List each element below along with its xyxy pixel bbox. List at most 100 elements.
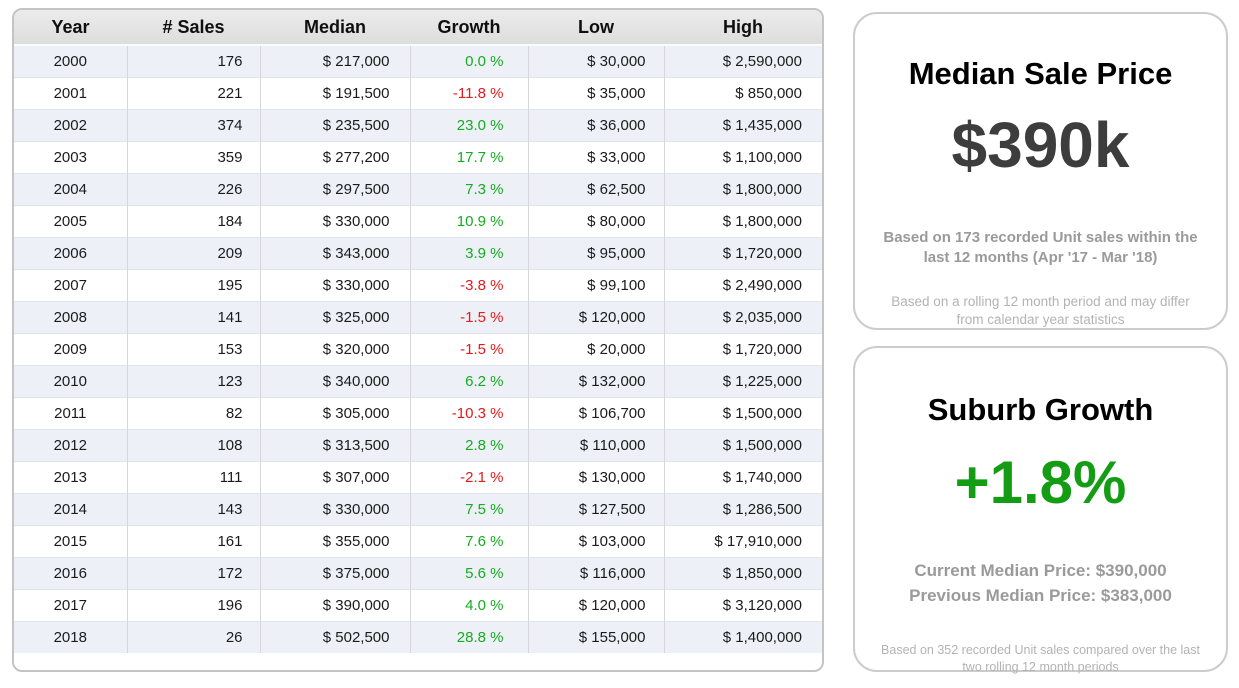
cell-high: $ 3,120,000 xyxy=(663,588,822,621)
cell-growth: 3.9 % xyxy=(409,236,528,269)
cell-low: $ 33,000 xyxy=(527,140,664,173)
table-row: 2016 172 $ 375,000 5.6 % $ 116,000 $ 1,850,00… xyxy=(14,556,822,589)
table-row: 2011 82 $ 305,000 -10.3 % $ 106,700 $ 1,500,0… xyxy=(14,396,822,429)
cell-low: $ 130,000 xyxy=(527,460,664,493)
cell-sales: 82 xyxy=(126,396,260,429)
cell-low: $ 99,100 xyxy=(527,268,664,301)
column-header-median: Median xyxy=(260,10,410,46)
cell-high: $ 17,910,000 xyxy=(663,524,822,557)
cell-sales: 176 xyxy=(126,44,260,77)
growth-card-title: Suburb Growth xyxy=(927,392,1154,427)
table-row: 2012 108 $ 313,500 2.8 % $ 110,000 $ 1,500,00… xyxy=(14,428,822,461)
sales-history-table: Year # Sales Median Growth Low High 2000 176 $ … xyxy=(12,8,824,672)
cell-growth: 7.5 % xyxy=(409,492,528,525)
table-row: 2010 123 $ 340,000 6.2 % $ 132,000 $ 1,225,00… xyxy=(14,364,822,397)
cell-sales: 209 xyxy=(126,236,260,269)
cell-low: $ 110,000 xyxy=(527,428,664,461)
column-header-growth: Growth xyxy=(410,10,528,46)
cell-sales: 108 xyxy=(126,428,260,461)
cell-low: $ 132,000 xyxy=(527,364,664,397)
table-row: 2006 209 $ 343,000 3.9 % $ 95,000 $ 1,720,000 xyxy=(14,236,822,269)
cell-median: $ 313,500 xyxy=(259,428,410,461)
cell-low: $ 155,000 xyxy=(527,620,664,653)
cell-year: 2009 xyxy=(14,332,127,365)
cell-median: $ 320,000 xyxy=(259,332,410,365)
column-header-low: Low xyxy=(528,10,664,46)
cell-low: $ 106,700 xyxy=(527,396,664,429)
cell-growth: -1.5 % xyxy=(409,332,528,365)
cell-median: $ 390,000 xyxy=(259,588,410,621)
cell-low: $ 120,000 xyxy=(527,588,664,621)
cell-low: $ 103,000 xyxy=(527,524,664,557)
cell-sales: 184 xyxy=(126,204,260,237)
table-header-row: Year # Sales Median Growth Low High xyxy=(14,10,822,46)
growth-card-footnote: Based on 352 recorded Unit sales compare… xyxy=(881,643,1200,675)
cell-median: $ 191,500 xyxy=(259,76,410,109)
table-row: 2001 221 $ 191,500 -11.8 % $ 35,000 $ 850,000 xyxy=(14,76,822,109)
cell-year: 2014 xyxy=(14,492,127,525)
cell-high: $ 2,035,000 xyxy=(663,300,822,333)
cell-year: 2015 xyxy=(14,524,127,557)
table-row: 2013 111 $ 307,000 -2.1 % $ 130,000 $ 1,740,0… xyxy=(14,460,822,493)
cell-high: $ 1,720,000 xyxy=(663,332,822,365)
cell-low: $ 116,000 xyxy=(527,556,664,589)
cell-growth: 28.8 % xyxy=(409,620,528,653)
cell-year: 2003 xyxy=(14,140,127,173)
table-row: 2008 141 $ 325,000 -1.5 % $ 120,000 $ 2,035,0… xyxy=(14,300,822,333)
cell-sales: 195 xyxy=(126,268,260,301)
cell-high: $ 1,740,000 xyxy=(663,460,822,493)
cell-sales: 111 xyxy=(126,460,260,493)
cell-median: $ 325,000 xyxy=(259,300,410,333)
table-row: 2002 374 $ 235,500 23.0 % $ 36,000 $ 1,435,00… xyxy=(14,108,822,141)
cell-sales: 172 xyxy=(126,556,260,589)
cell-high: $ 1,500,000 xyxy=(663,428,822,461)
cell-year: 2006 xyxy=(14,236,127,269)
table-row: 2014 143 $ 330,000 7.5 % $ 127,500 $ 1,286,50… xyxy=(14,492,822,525)
cell-year: 2005 xyxy=(14,204,127,237)
cell-sales: 226 xyxy=(126,172,260,205)
cell-growth: -3.8 % xyxy=(409,268,528,301)
cell-year: 2010 xyxy=(14,364,127,397)
cell-sales: 161 xyxy=(126,524,260,557)
cell-median: $ 375,000 xyxy=(259,556,410,589)
table-body: 2000 176 $ 217,000 0.0 % $ 30,000 $ 2,590,000… xyxy=(14,44,822,653)
cell-median: $ 330,000 xyxy=(259,492,410,525)
table-row: 2009 153 $ 320,000 -1.5 % $ 20,000 $ 1,720,00… xyxy=(14,332,822,365)
cell-median: $ 277,200 xyxy=(259,140,410,173)
cell-growth: 23.0 % xyxy=(409,108,528,141)
cell-growth: 2.8 % xyxy=(409,428,528,461)
cell-median: $ 502,500 xyxy=(259,620,410,653)
median-price-comparison: Current Median Price: $390,000 Previous … xyxy=(877,559,1204,608)
cell-sales: 123 xyxy=(126,364,260,397)
cell-growth: -1.5 % xyxy=(409,300,528,333)
cell-year: 2007 xyxy=(14,268,127,301)
cell-high: $ 1,286,500 xyxy=(663,492,822,525)
cell-sales: 26 xyxy=(126,620,260,653)
median-card-footnote: Based on a rolling 12 month period and m… xyxy=(891,293,1190,327)
cell-median: $ 305,000 xyxy=(259,396,410,429)
cell-year: 2013 xyxy=(14,460,127,493)
cell-sales: 153 xyxy=(126,332,260,365)
cell-high: $ 2,590,000 xyxy=(663,44,822,77)
table-header: Year # Sales Median Growth Low High xyxy=(14,10,822,46)
table-row: 2005 184 $ 330,000 10.9 % $ 80,000 $ 1,800,00… xyxy=(14,204,822,237)
median-card-title: Median Sale Price xyxy=(908,56,1173,91)
cell-high: $ 1,435,000 xyxy=(663,108,822,141)
cell-median: $ 307,000 xyxy=(259,460,410,493)
cell-low: $ 35,000 xyxy=(527,76,664,109)
cell-year: 2004 xyxy=(14,172,127,205)
cell-growth: -11.8 % xyxy=(409,76,528,109)
cell-year: 2008 xyxy=(14,300,127,333)
cell-sales: 374 xyxy=(126,108,260,141)
cell-growth: 0.0 % xyxy=(409,44,528,77)
cell-low: $ 95,000 xyxy=(527,236,664,269)
cell-high: $ 1,400,000 xyxy=(663,620,822,653)
cell-growth: 10.9 % xyxy=(409,204,528,237)
current-median-price-line: Current Median Price: $390,000 xyxy=(914,561,1167,580)
cell-year: 2001 xyxy=(14,76,127,109)
cell-growth: 6.2 % xyxy=(409,364,528,397)
table-row: 2004 226 $ 297,500 7.3 % $ 62,500 $ 1,800,000 xyxy=(14,172,822,205)
cell-sales: 359 xyxy=(126,140,260,173)
cell-growth: -10.3 % xyxy=(409,396,528,429)
cell-growth: 17.7 % xyxy=(409,140,528,173)
